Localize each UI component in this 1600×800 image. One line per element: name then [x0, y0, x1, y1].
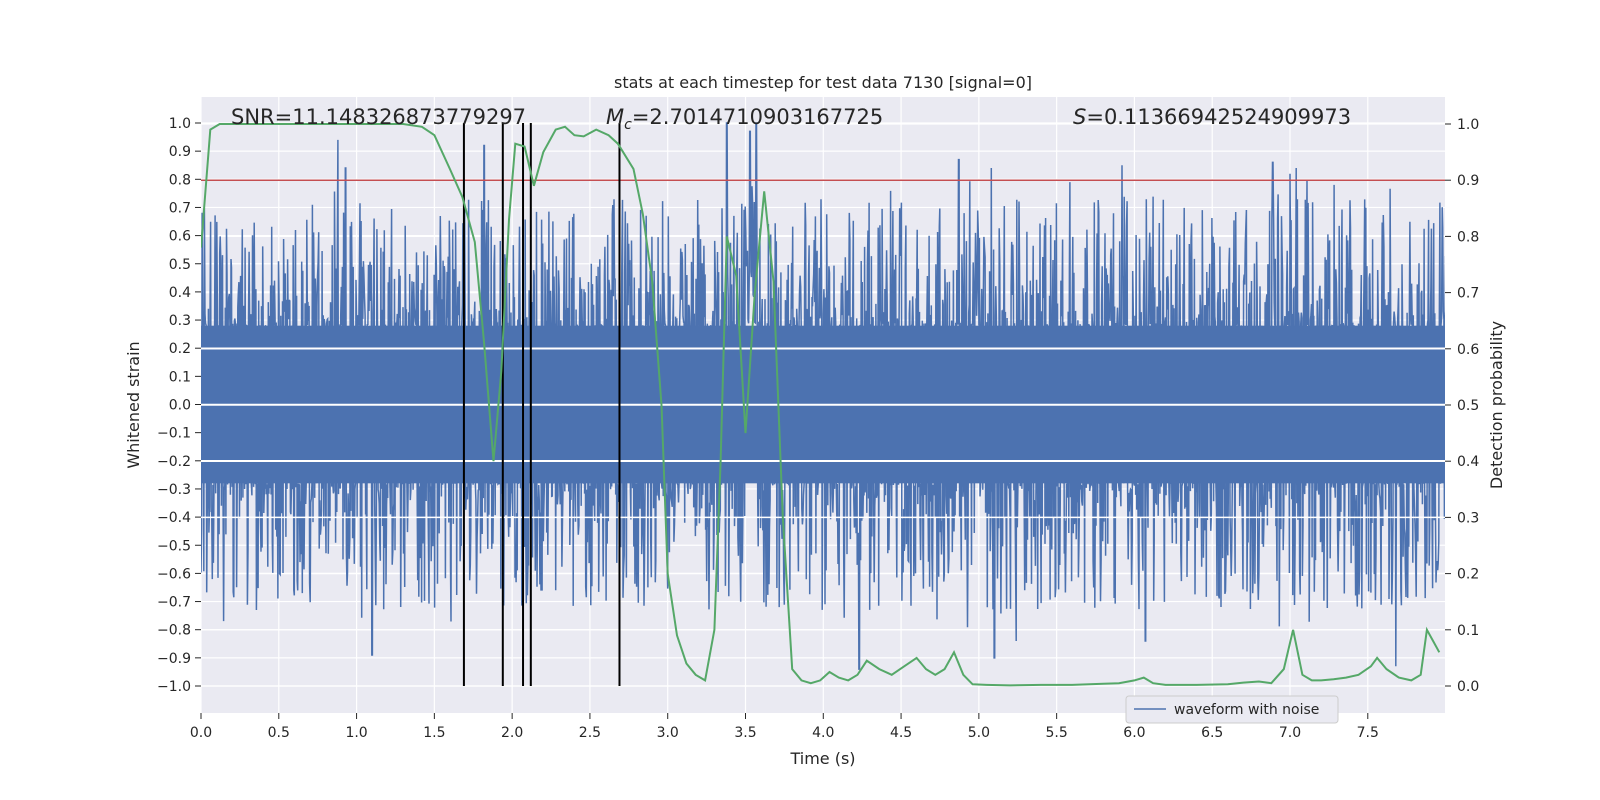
y2-tick-label: 0.9: [1457, 173, 1479, 189]
y-tick-label: −0.6: [157, 566, 191, 582]
y-tick-label: 0.1: [169, 369, 191, 385]
chirp-mass-stat: Mc=2.7014710903167725: [606, 105, 883, 133]
x-tick-label: 3.5: [734, 725, 756, 741]
y2-tick-label: 0.0: [1457, 679, 1479, 695]
y2-tick-label: 0.8: [1457, 229, 1479, 245]
x-tick-label: 2.5: [579, 725, 601, 741]
y-tick-label: −0.1: [157, 426, 191, 442]
x-axis-label: Time (s): [789, 749, 855, 768]
y-tick-label: −0.5: [157, 538, 191, 554]
s-value: =0.11366942524909973: [1086, 105, 1351, 129]
x-tick-label: 6.5: [1201, 725, 1223, 741]
chirp-mass-subscript: c: [624, 117, 632, 133]
y-tick-label: 0.2: [169, 341, 191, 357]
grid-over-band: [201, 347, 1445, 519]
y-tick-label: 0.9: [169, 144, 191, 160]
y2-tick-label: 0.5: [1457, 398, 1479, 414]
chirp-mass-symbol: M: [606, 105, 624, 129]
y-tick-label: 0.7: [169, 200, 191, 216]
plot-content: [201, 122, 1445, 687]
x-axis-ticks: 0.0 0.5 1.0 1.5 2.0 2.5 3.0 3.5 4.0 4.5 5.0 5.5 6.0 6…: [190, 713, 1379, 741]
s-stat: S=0.11366942524909973: [1073, 105, 1351, 129]
y2-tick-label: 0.1: [1457, 623, 1479, 639]
x-tick-label: 0.0: [190, 725, 212, 741]
y-tick-label: 0.6: [169, 229, 191, 245]
snr-stat: SNR=11.148326873779297: [231, 105, 526, 129]
chirp-mass-value: =2.7014710903167725: [632, 105, 883, 129]
x-tick-label: 4.5: [890, 725, 912, 741]
x-tick-label: 5.0: [968, 725, 990, 741]
x-tick-label: 7.0: [1279, 725, 1301, 741]
x-tick-label: 1.5: [423, 725, 445, 741]
y2-tick-label: 0.3: [1457, 510, 1479, 526]
legend-label: waveform with noise: [1174, 702, 1319, 718]
y-tick-label: −0.9: [157, 651, 191, 667]
y-tick-label: 0.3: [169, 313, 191, 329]
y2-axis-ticks: 1.0 0.9 0.8 0.7 0.6 0.5 0.4 0.3 0.2 0.1 0.0: [1445, 117, 1479, 695]
y2-tick-label: 1.0: [1457, 117, 1479, 133]
x-tick-label: 0.5: [268, 725, 290, 741]
y-tick-label: 0.0: [169, 398, 191, 414]
y2-axis-label: Detection probability: [1487, 321, 1506, 489]
y-tick-label: 0.5: [169, 257, 191, 273]
x-tick-label: 5.5: [1046, 725, 1068, 741]
y-tick-label: 0.4: [169, 285, 191, 301]
detection-probability-line: [201, 123, 1441, 687]
vertical-markers: [462, 123, 621, 686]
x-tick-label: 2.0: [501, 725, 523, 741]
chart-title: stats at each timestep for test data 713…: [614, 73, 1032, 92]
s-symbol: S: [1073, 105, 1086, 129]
y-tick-label: −0.3: [157, 482, 191, 498]
y-tick-label: −0.4: [157, 510, 191, 526]
y2-tick-label: 0.6: [1457, 342, 1479, 358]
y-tick-label: −0.2: [157, 454, 191, 470]
y-tick-label: −1.0: [157, 679, 191, 695]
x-tick-label: 6.0: [1123, 725, 1145, 741]
y2-tick-label: 0.7: [1457, 286, 1479, 302]
y-tick-label: 1.0: [169, 116, 191, 132]
y-axis-label: Whitened strain: [124, 341, 143, 468]
x-tick-label: 7.5: [1357, 725, 1379, 741]
y-tick-label: −0.8: [157, 623, 191, 639]
y2-tick-label: 0.2: [1457, 567, 1479, 583]
y-tick-label: −0.7: [157, 595, 191, 611]
legend-box: [1125, 695, 1339, 724]
y-axis-ticks: 1.0 0.9 0.8 0.7 0.6 0.5 0.4 0.3 0.2 0.1 0.0 −0.1 −0.…: [157, 116, 201, 695]
y-tick-label: 0.8: [169, 172, 191, 188]
x-tick-label: 3.0: [657, 725, 679, 741]
x-tick-label: 1.0: [345, 725, 367, 741]
x-tick-label: 4.0: [812, 725, 834, 741]
legend: waveform with noise: [1125, 695, 1339, 724]
y2-tick-label: 0.4: [1457, 454, 1479, 470]
